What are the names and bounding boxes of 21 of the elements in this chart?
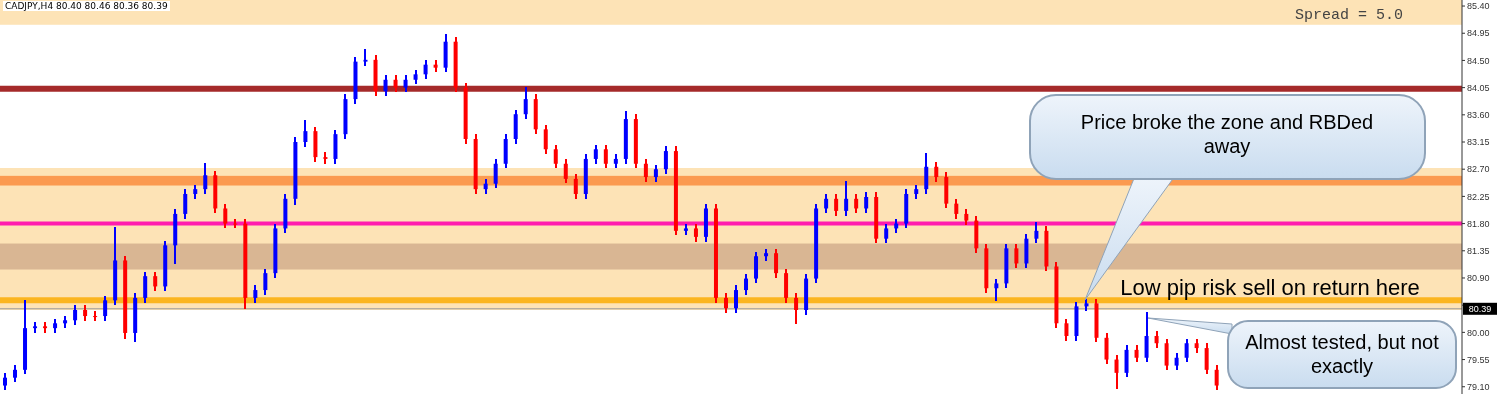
y-tick-label: 81.35 — [1467, 245, 1490, 256]
y-tick-label: 83.15 — [1467, 137, 1490, 148]
chart-title: CADJPY,H4 80.40 80.46 80.36 80.39 — [3, 1, 170, 11]
ref-line-label: 80.39 — [1468, 304, 1492, 315]
annotation: Almost tested, but not exactly — [1244, 330, 1440, 378]
y-tick-label: 82.25 — [1467, 191, 1490, 202]
y-tick-label: 80.00 — [1467, 327, 1490, 338]
y-tick-label: 85.40 — [1467, 1, 1490, 12]
candlestick — [93, 311, 98, 321]
ref-line-label: Low pip risk sell on return here — [1120, 275, 1420, 301]
y-tick-label: 83.60 — [1467, 110, 1490, 121]
y-tick-label: 84.05 — [1467, 82, 1490, 93]
annotation: Price broke the zone and RBDed away — [1079, 110, 1375, 158]
y-tick-label: 80.90 — [1467, 273, 1490, 284]
y-tick-label: 79.10 — [1467, 381, 1490, 392]
y-tick-label: 82.70 — [1467, 164, 1490, 175]
y-tick-label: 84.50 — [1467, 55, 1490, 66]
annotation: Spread = 5.0 — [1295, 7, 1404, 24]
y-tick-label: 81.80 — [1467, 218, 1490, 229]
y-tick-label: 79.55 — [1467, 354, 1490, 365]
y-tick-label: 84.95 — [1467, 28, 1490, 39]
